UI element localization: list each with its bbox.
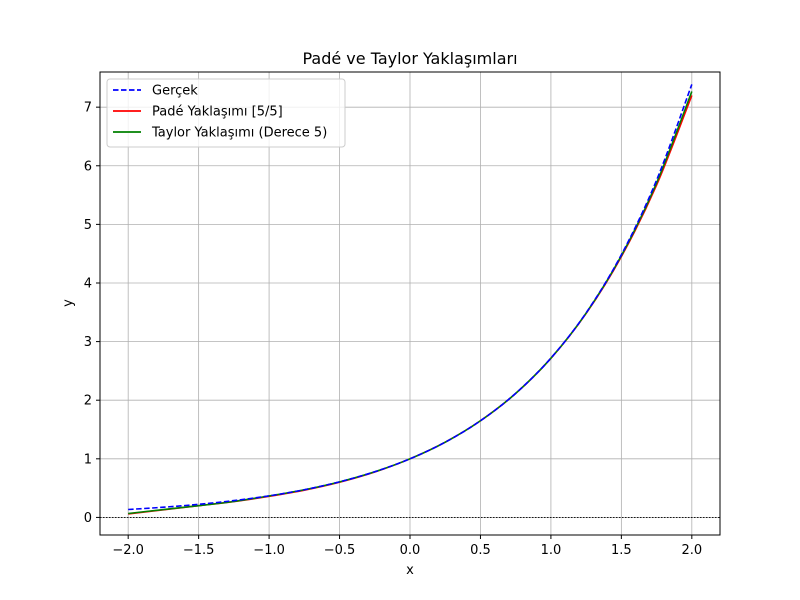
x-tick-label: −1.0	[253, 543, 285, 558]
legend-label-0: Gerçek	[152, 84, 198, 99]
y-axis-ticks: 0 1 2 3 4 5 6 7	[84, 101, 100, 526]
chart-title: Padé ve Taylor Yaklaşımları	[302, 49, 517, 68]
x-tick-label: −1.5	[183, 543, 215, 558]
y-tick-label: 4	[84, 276, 92, 291]
legend-label-2: Taylor Yaklaşımı (Derece 5)	[151, 126, 327, 141]
x-axis-ticks: −2.0 −1.5 −1.0 −0.5 0.0 0.5 1.0 1.5 2.0	[112, 535, 702, 558]
x-tick-label: −0.5	[324, 543, 356, 558]
x-tick-label: 2.0	[681, 543, 702, 558]
x-tick-label: −2.0	[112, 543, 144, 558]
y-axis-label: y	[61, 299, 76, 307]
y-tick-label: 6	[84, 159, 92, 174]
legend-label-1: Padé Yaklaşımı [5/5]	[152, 105, 283, 120]
x-tick-label: 0.0	[400, 543, 421, 558]
x-tick-label: 1.0	[541, 543, 562, 558]
series-line-0	[128, 84, 693, 511]
y-tick-label: 2	[84, 394, 92, 409]
x-axis-label: x	[406, 563, 414, 578]
series-layer	[128, 84, 693, 515]
legend: Gerçek Padé Yaklaşımı [5/5] Taylor Yaklaşı…	[106, 78, 346, 148]
y-tick-label: 3	[84, 335, 92, 350]
x-tick-label: 1.5	[611, 543, 632, 558]
y-tick-label: 5	[84, 218, 92, 233]
y-tick-label: 1	[84, 452, 92, 467]
legend-box	[106, 78, 346, 148]
x-tick-label: 0.5	[470, 543, 491, 558]
y-tick-label: 0	[84, 511, 92, 526]
y-tick-label: 7	[84, 101, 92, 116]
